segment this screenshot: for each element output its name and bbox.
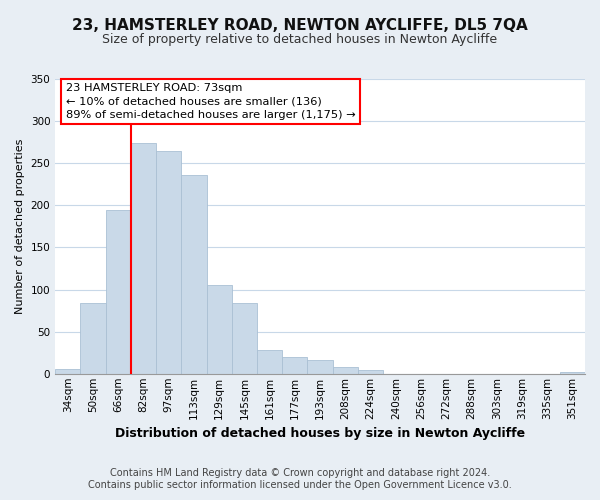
- X-axis label: Distribution of detached houses by size in Newton Aycliffe: Distribution of detached houses by size …: [115, 427, 525, 440]
- Bar: [307, 360, 332, 374]
- Bar: [332, 367, 358, 374]
- Bar: [106, 210, 131, 374]
- Text: Contains public sector information licensed under the Open Government Licence v3: Contains public sector information licen…: [88, 480, 512, 490]
- Bar: [181, 175, 206, 374]
- Bar: [206, 286, 232, 374]
- Bar: [358, 370, 383, 374]
- Bar: [282, 357, 307, 374]
- Text: 23, HAMSTERLEY ROAD, NEWTON AYCLIFFE, DL5 7QA: 23, HAMSTERLEY ROAD, NEWTON AYCLIFFE, DL…: [72, 18, 528, 32]
- Bar: [232, 303, 257, 374]
- Bar: [80, 303, 106, 374]
- Text: Size of property relative to detached houses in Newton Aycliffe: Size of property relative to detached ho…: [103, 32, 497, 46]
- Bar: [131, 143, 156, 374]
- Bar: [156, 150, 181, 374]
- Bar: [560, 372, 585, 374]
- Text: 23 HAMSTERLEY ROAD: 73sqm
← 10% of detached houses are smaller (136)
89% of semi: 23 HAMSTERLEY ROAD: 73sqm ← 10% of detac…: [66, 84, 355, 120]
- Bar: [257, 350, 282, 374]
- Y-axis label: Number of detached properties: Number of detached properties: [15, 138, 25, 314]
- Bar: [55, 368, 80, 374]
- Text: Contains HM Land Registry data © Crown copyright and database right 2024.: Contains HM Land Registry data © Crown c…: [110, 468, 490, 477]
